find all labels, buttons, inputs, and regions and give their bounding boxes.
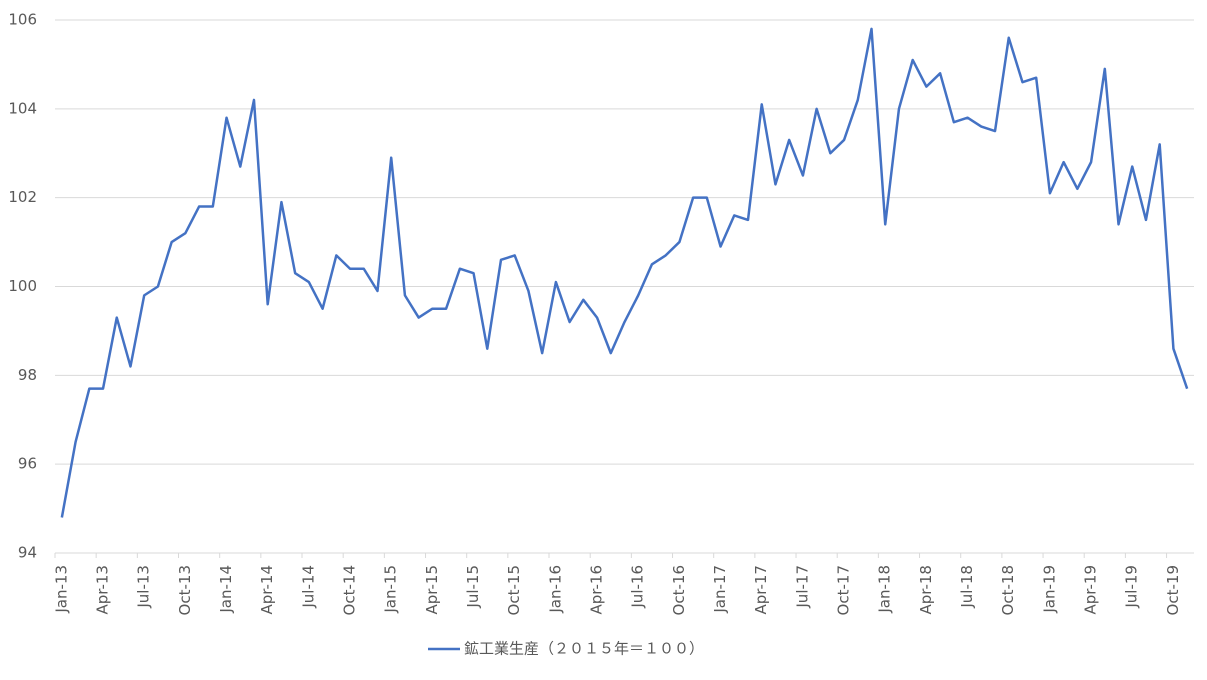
legend-label: 鉱工業生産（２０１５年＝１００） xyxy=(464,640,704,658)
x-tick-label: Jan-18 xyxy=(876,565,894,614)
x-tick-label: Jul-18 xyxy=(958,565,976,609)
x-tick-label: Jul-14 xyxy=(299,565,317,609)
x-tick-label: Jul-17 xyxy=(793,565,811,609)
y-tick-label: 96 xyxy=(18,455,37,473)
x-tick-label: Jan-13 xyxy=(52,565,70,614)
x-tick-label: Apr-13 xyxy=(94,565,112,615)
x-tick-label: Jul-19 xyxy=(1123,565,1141,609)
x-tick-label: Oct-18 xyxy=(999,565,1017,615)
y-tick-label: 98 xyxy=(18,366,37,384)
x-tick-label: Apr-17 xyxy=(752,565,770,615)
y-tick-label: 102 xyxy=(8,188,37,206)
y-tick-label: 100 xyxy=(8,277,37,295)
x-tick-label: Jul-13 xyxy=(135,565,153,609)
x-tick-label: Oct-15 xyxy=(505,565,523,615)
y-tick-label: 106 xyxy=(8,11,37,29)
x-tick-label: Apr-19 xyxy=(1082,565,1100,615)
y-tick-label: 104 xyxy=(8,99,37,117)
x-tick-label: Oct-14 xyxy=(341,565,359,615)
x-tick-label: Oct-17 xyxy=(835,565,853,615)
x-tick-label: Oct-19 xyxy=(1164,565,1182,615)
x-tick-label: Jan-15 xyxy=(382,565,400,614)
x-tick-label: Jan-14 xyxy=(217,565,235,614)
line-series xyxy=(60,27,1189,518)
x-tick-label: Oct-13 xyxy=(176,565,194,615)
x-tick-label: Apr-15 xyxy=(423,565,441,615)
x-tick-label: Jul-16 xyxy=(629,565,647,609)
x-tick-label: Jul-15 xyxy=(464,565,482,609)
x-tick-label: Oct-16 xyxy=(670,565,688,615)
x-tick-label: Jan-16 xyxy=(546,565,564,614)
x-tick-label: Apr-18 xyxy=(917,565,935,615)
x-tick-label: Apr-14 xyxy=(258,565,276,615)
y-tick-label: 94 xyxy=(18,544,37,562)
x-tick-label: Jan-19 xyxy=(1040,565,1058,614)
x-tick-label: Jan-17 xyxy=(711,565,729,614)
x-tick-label: Apr-16 xyxy=(588,565,606,615)
